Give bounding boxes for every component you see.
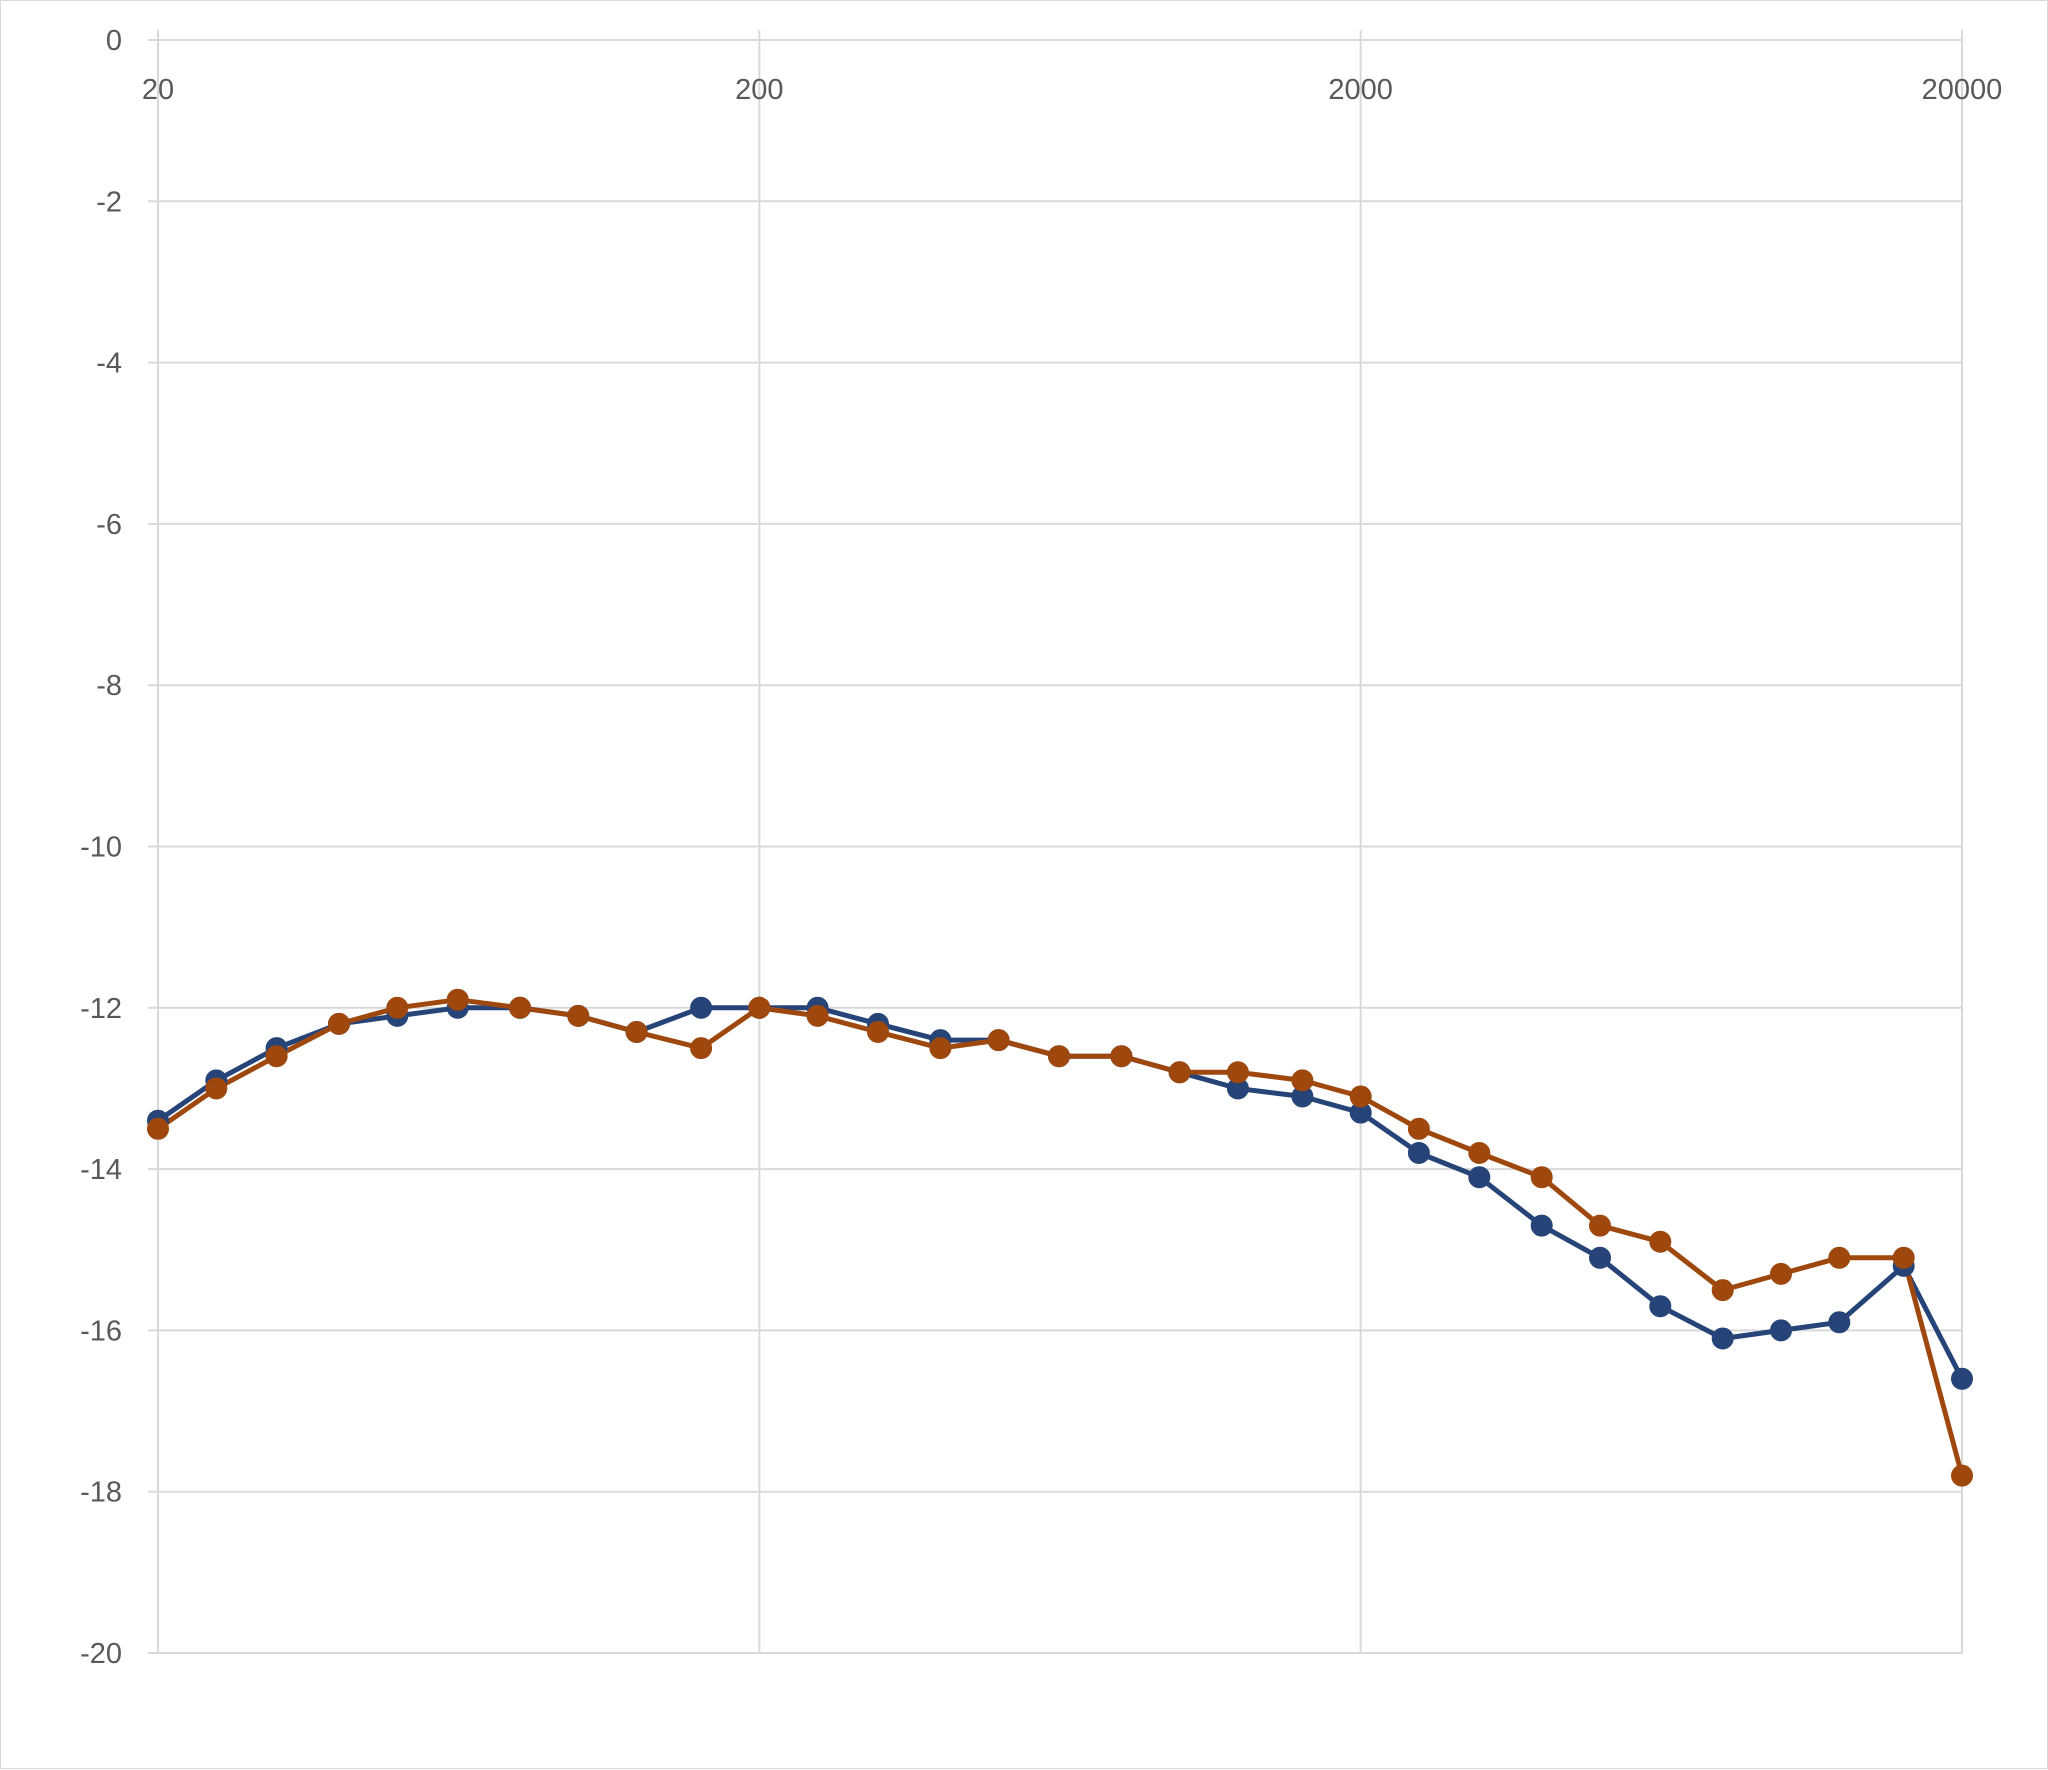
series-2-point [1530, 1166, 1553, 1189]
series-2-point [1168, 1061, 1191, 1084]
series-2-point [328, 1012, 350, 1035]
series-2-point [1291, 1069, 1314, 1092]
series-lines [155, 997, 1965, 1479]
gridlines [158, 40, 1963, 1654]
series-2-point [386, 996, 409, 1019]
series-2-point [1407, 1117, 1430, 1140]
y-tick-label: -6 [96, 509, 122, 541]
series-2-point [748, 996, 771, 1019]
y-tick-label: -14 [80, 1154, 122, 1186]
tick-labels: 0 -2 -4 -6 -8 -10 -12 -14 -16 -18 -20 20 200 2000 2000… [80, 25, 2002, 1670]
series-2-point [1589, 1214, 1611, 1237]
series-2-point [509, 996, 531, 1019]
axes [148, 30, 1963, 1654]
x-tick-label: 20000 [1922, 74, 2003, 106]
series-2-point [1349, 1085, 1372, 1108]
series-2-point [690, 1037, 713, 1060]
series-1-point [1407, 1142, 1430, 1164]
series-1-point [690, 996, 713, 1019]
y-tick-label: -10 [80, 832, 122, 864]
series-2-point [987, 1029, 1010, 1052]
y-tick-label: -16 [80, 1315, 122, 1347]
y-tick-label: -2 [96, 186, 122, 218]
series-2-line [155, 997, 1965, 1479]
series-2-point [1649, 1230, 1672, 1253]
series-2-point [1951, 1464, 1973, 1487]
y-tick-label: -4 [96, 348, 122, 380]
series-1-point [1530, 1214, 1553, 1237]
series-2-point [205, 1077, 228, 1100]
series-2-point [1226, 1061, 1249, 1084]
y-tick-label: -8 [96, 670, 122, 702]
series-markers [147, 988, 1973, 1487]
series-2-point [1048, 1045, 1070, 1068]
series-1-point [1770, 1319, 1792, 1342]
y-tick-label: -12 [80, 993, 122, 1025]
y-tick-label: -18 [80, 1477, 122, 1509]
series-2-point [1892, 1246, 1915, 1269]
series-2-point [929, 1037, 952, 1060]
series-2-point [1468, 1142, 1491, 1164]
series-1-point [1828, 1311, 1851, 1334]
series-2-point [265, 1045, 288, 1068]
series-2-point [446, 988, 469, 1011]
y-tick-label: 0 [106, 25, 122, 57]
series-2-point [1770, 1262, 1792, 1285]
series-2-point [625, 1021, 648, 1043]
series-2-point [1110, 1045, 1133, 1068]
series-2-point [1828, 1246, 1851, 1269]
series-1-point [1589, 1246, 1611, 1269]
series-2-point [1711, 1279, 1734, 1302]
series-2-point [867, 1021, 889, 1043]
series-1-point [1468, 1166, 1491, 1189]
series-2-point [806, 1004, 829, 1027]
series-1-point [1711, 1327, 1734, 1350]
series-1-point [1951, 1367, 1973, 1390]
series-2-point [147, 1117, 169, 1140]
x-tick-label: 200 [735, 74, 783, 106]
x-tick-label: 2000 [1328, 74, 1393, 106]
series-2-point [567, 1004, 590, 1027]
y-tick-label: -20 [80, 1638, 122, 1670]
x-tick-label: 20 [142, 74, 174, 106]
series-1-point [1649, 1295, 1672, 1318]
